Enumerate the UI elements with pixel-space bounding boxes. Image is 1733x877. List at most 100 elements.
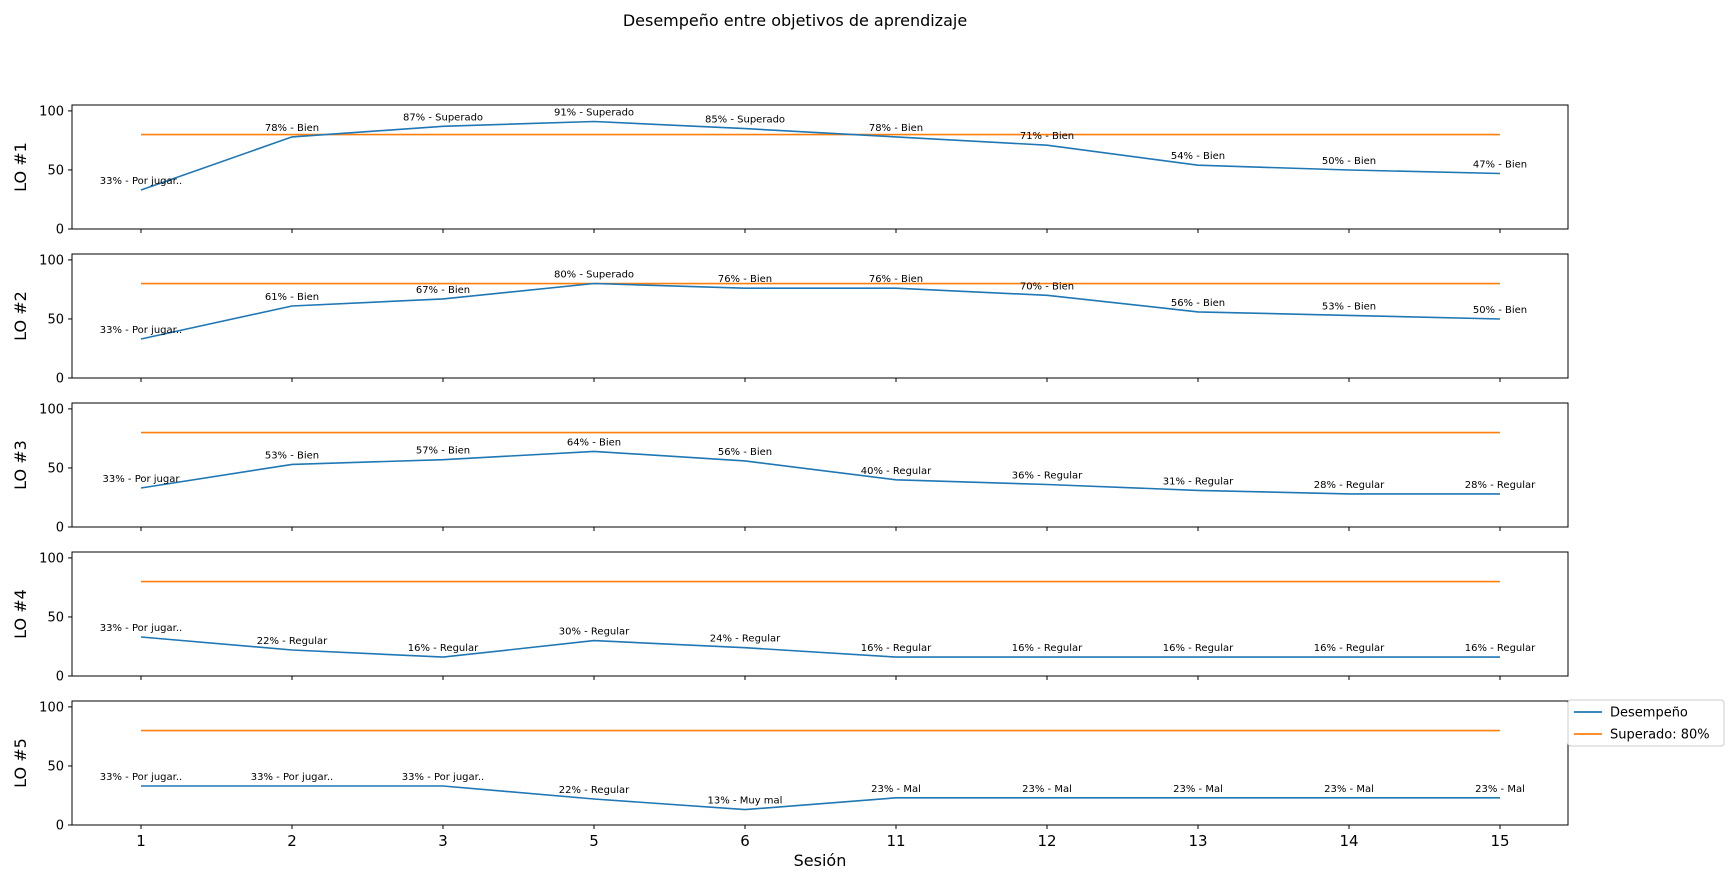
y-axis-label: LO #2: [11, 291, 30, 341]
axes-frame: [71, 700, 1569, 826]
data-label: 23% - Mal: [1022, 784, 1072, 795]
data-label: 76% - Bien: [718, 274, 772, 285]
x-axis-label: Sesión: [794, 851, 847, 870]
y-tick-label: 100: [39, 551, 64, 566]
y-tick-label: 0: [56, 670, 64, 685]
data-label: 47% - Bien: [1473, 159, 1527, 170]
y-tick-label: 100: [39, 104, 64, 119]
data-label: 56% - Bien: [718, 447, 772, 458]
data-label: 78% - Bien: [869, 123, 923, 134]
y-axis-label: LO #1: [11, 142, 30, 192]
y-axis-label: LO #4: [11, 589, 30, 639]
performance-line: [140, 120, 1501, 191]
data-label: 33% - Por jugar..: [402, 772, 484, 783]
axes-frame: [71, 253, 1569, 379]
axes-frame: [71, 104, 1569, 230]
data-label: 33% - Por jugar..: [100, 325, 182, 336]
performance-line: [140, 636, 1500, 658]
data-label: 54% - Bien: [1171, 151, 1225, 162]
data-label: 23% - Mal: [871, 784, 921, 795]
x-tick-label: 11: [886, 832, 905, 850]
y-tick-label: 50: [47, 610, 64, 625]
data-label: 16% - Regular: [1012, 643, 1083, 654]
data-label: 23% - Mal: [1475, 784, 1525, 795]
data-label: 22% - Regular: [559, 785, 630, 796]
data-label: 64% - Bien: [567, 437, 621, 448]
axes-frame: [71, 551, 1569, 677]
panel-lo-2: 0 50 100 LO #2 33% - Por jugar.. 61% - Bien 67…: [11, 253, 1569, 387]
data-label: 33% - Por jugar: [103, 474, 181, 485]
y-tick-label: 100: [39, 253, 64, 268]
data-label: 31% - Regular: [1163, 476, 1234, 487]
data-label: 71% - Bien: [1020, 131, 1074, 142]
legend: Desempeño Superado: 80%: [1567, 699, 1725, 747]
data-label: 16% - Regular: [1314, 643, 1385, 654]
performance-line: [141, 785, 1500, 811]
x-tick-label: 12: [1037, 832, 1056, 850]
performance-line: [140, 450, 1500, 495]
data-label: 85% - Superado: [705, 115, 785, 126]
data-label: 33% - Por jugar..: [100, 623, 182, 634]
x-tick-label: 14: [1339, 832, 1358, 850]
axes-frame: [71, 402, 1569, 528]
data-label: 76% - Bien: [869, 274, 923, 285]
data-label: 33% - Por jugar..: [251, 772, 333, 783]
data-label: 16% - Regular: [861, 643, 932, 654]
data-label: 16% - Regular: [1465, 643, 1536, 654]
data-label: 23% - Mal: [1173, 784, 1223, 795]
panel-lo-4: 0 50 100 LO #4 33% - Por jugar.. 22% - Regula…: [11, 551, 1569, 685]
x-tick-label: 5: [589, 832, 599, 850]
x-tick-label: 3: [438, 832, 448, 850]
data-label: 30% - Regular: [559, 627, 630, 638]
data-label: 33% - Por jugar..: [100, 176, 182, 187]
y-tick-label: 0: [56, 521, 64, 536]
data-label: 22% - Regular: [257, 636, 328, 647]
data-label: 70% - Bien: [1020, 281, 1074, 292]
x-tick-label: 6: [740, 832, 750, 850]
y-tick-label: 0: [56, 372, 64, 387]
data-label: 80% - Superado: [554, 270, 634, 281]
y-tick-label: 0: [56, 223, 64, 238]
data-label: 50% - Bien: [1322, 156, 1376, 167]
data-label: 91% - Superado: [554, 108, 634, 119]
data-label: 53% - Bien: [1322, 301, 1376, 312]
y-axis-label: LO #5: [11, 738, 30, 788]
legend-frame: [1567, 699, 1725, 747]
data-label: 67% - Bien: [416, 285, 470, 296]
y-tick-label: 100: [39, 700, 64, 715]
data-label: 56% - Bien: [1171, 298, 1225, 309]
x-tick-label: 15: [1490, 832, 1509, 850]
data-label: 23% - Mal: [1324, 784, 1374, 795]
data-label: 13% - Muy mal: [708, 796, 783, 807]
panel-lo-3: 0 50 100 LO #3 33% - Por jugar 53% - Bien 57% …: [11, 402, 1569, 536]
data-label: 61% - Bien: [265, 292, 319, 303]
chart-title: Desempeño entre objetivos de aprendizaje: [623, 11, 967, 30]
legend-entry: Superado: 80%: [1610, 728, 1710, 743]
data-label: 78% - Bien: [265, 123, 319, 134]
data-label: 28% - Regular: [1465, 480, 1536, 491]
data-label: 36% - Regular: [1012, 470, 1083, 481]
data-label: 33% - Por jugar..: [100, 772, 182, 783]
y-tick-label: 50: [47, 461, 64, 476]
y-tick-label: 50: [47, 759, 64, 774]
data-label: 28% - Regular: [1314, 480, 1385, 491]
x-tick-label: 1: [136, 832, 146, 850]
panel-lo-5: 0 50 100 LO #5 33% - Por jugar.. 33% - Por ju…: [11, 700, 1569, 850]
performance-line: [140, 282, 1501, 340]
data-label: 87% - Superado: [403, 112, 483, 123]
y-tick-label: 0: [56, 819, 64, 834]
x-tick-label: 2: [287, 832, 297, 850]
data-label: 57% - Bien: [416, 446, 470, 457]
data-label: 16% - Regular: [1163, 643, 1234, 654]
x-tick-label: 13: [1188, 832, 1207, 850]
y-tick-label: 50: [47, 163, 64, 178]
legend-entry: Desempeño: [1610, 706, 1688, 721]
y-tick-label: 50: [47, 312, 64, 327]
data-label: 50% - Bien: [1473, 305, 1527, 316]
data-label: 53% - Bien: [265, 450, 319, 461]
data-label: 16% - Regular: [408, 643, 479, 654]
y-tick-label: 100: [39, 402, 64, 417]
data-label: 40% - Regular: [861, 466, 932, 477]
